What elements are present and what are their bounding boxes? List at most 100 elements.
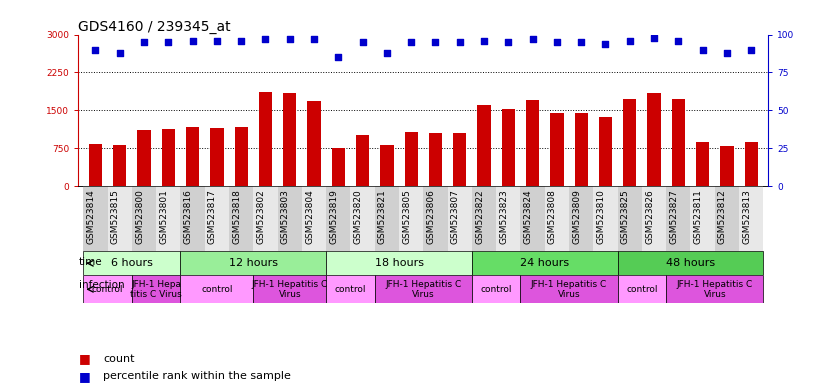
Bar	[301, 186, 326, 252]
Bar	[550, 113, 563, 186]
Point	[429, 39, 442, 45]
Point	[575, 39, 588, 45]
Text: 6 hours: 6 hours	[111, 258, 153, 268]
Bar	[520, 275, 618, 303]
Bar	[575, 113, 588, 186]
Point	[696, 47, 710, 53]
Bar	[696, 142, 710, 186]
Bar	[472, 186, 496, 252]
Bar	[472, 252, 618, 275]
Point	[137, 39, 150, 45]
Bar	[569, 186, 593, 252]
Bar	[326, 252, 472, 275]
Point	[648, 35, 661, 41]
Text: GSM523800: GSM523800	[135, 190, 144, 245]
Text: GSM523804: GSM523804	[305, 190, 314, 244]
Text: ■: ■	[78, 353, 90, 366]
Bar	[496, 186, 520, 252]
Point	[405, 39, 418, 45]
Point	[307, 36, 320, 42]
Bar	[618, 186, 642, 252]
Bar	[162, 129, 175, 186]
Point	[744, 47, 757, 53]
Text: control: control	[202, 285, 233, 294]
Bar	[623, 99, 636, 186]
Text: GSM523820: GSM523820	[354, 190, 363, 244]
Bar	[520, 186, 545, 252]
Bar	[599, 116, 612, 186]
Text: 24 hours: 24 hours	[520, 258, 569, 268]
Bar	[326, 186, 350, 252]
Bar	[375, 275, 472, 303]
Point	[550, 39, 563, 45]
Text: 48 hours: 48 hours	[666, 258, 715, 268]
Bar	[283, 93, 297, 186]
Text: JFH-1 Hepatitis C
Virus: JFH-1 Hepatitis C Virus	[531, 280, 607, 299]
Bar	[405, 132, 418, 186]
Bar	[186, 127, 199, 186]
Bar	[307, 101, 320, 186]
Bar	[739, 186, 763, 252]
Point	[599, 41, 612, 47]
Point	[526, 36, 539, 42]
Point	[211, 38, 224, 44]
Point	[259, 36, 272, 42]
Bar	[545, 186, 569, 252]
Bar	[477, 105, 491, 186]
Text: GSM523814: GSM523814	[87, 190, 96, 244]
Bar	[424, 186, 448, 252]
Bar	[375, 186, 399, 252]
Bar	[399, 186, 424, 252]
Text: GSM523806: GSM523806	[426, 190, 435, 245]
Text: control: control	[92, 285, 123, 294]
Bar	[501, 109, 515, 186]
Bar	[667, 275, 763, 303]
Text: GSM523816: GSM523816	[183, 190, 192, 245]
Text: GSM523823: GSM523823	[500, 190, 508, 244]
Bar	[667, 186, 691, 252]
Bar	[642, 186, 667, 252]
Bar	[448, 186, 472, 252]
Point	[720, 50, 733, 56]
Text: GSM523802: GSM523802	[256, 190, 265, 244]
Text: infection: infection	[79, 280, 125, 290]
Text: count: count	[103, 354, 135, 364]
Bar	[205, 186, 229, 252]
Text: GSM523812: GSM523812	[718, 190, 727, 244]
Bar	[672, 99, 685, 186]
Text: GSM523819: GSM523819	[330, 190, 339, 245]
Point	[283, 36, 297, 42]
Bar	[691, 186, 714, 252]
Bar	[472, 275, 520, 303]
Point	[162, 39, 175, 45]
Text: GSM523811: GSM523811	[694, 190, 703, 245]
Text: JFH-1 Hepa
titis C Virus: JFH-1 Hepa titis C Virus	[131, 280, 182, 299]
Text: GSM523808: GSM523808	[548, 190, 557, 245]
Text: GSM523813: GSM523813	[743, 190, 751, 245]
Bar	[350, 186, 375, 252]
Bar	[254, 275, 326, 303]
Text: GSM523818: GSM523818	[232, 190, 241, 245]
Text: GSM523824: GSM523824	[524, 190, 533, 244]
Text: 18 hours: 18 hours	[374, 258, 424, 268]
Text: GSM523825: GSM523825	[621, 190, 629, 244]
Bar	[180, 275, 254, 303]
Text: GSM523822: GSM523822	[475, 190, 484, 244]
Bar	[278, 186, 301, 252]
Bar	[180, 186, 205, 252]
Text: GSM523805: GSM523805	[402, 190, 411, 245]
Bar	[83, 275, 132, 303]
Bar	[132, 186, 156, 252]
Text: GSM523809: GSM523809	[572, 190, 582, 245]
Text: ■: ■	[78, 370, 90, 383]
Text: GSM523810: GSM523810	[596, 190, 605, 245]
Text: JFH-1 Hepatitis C
Virus: JFH-1 Hepatitis C Virus	[676, 280, 752, 299]
Bar	[229, 186, 254, 252]
Text: GSM523803: GSM523803	[281, 190, 290, 245]
Bar	[132, 275, 180, 303]
Text: GSM523807: GSM523807	[451, 190, 460, 245]
Text: control: control	[626, 285, 657, 294]
Point	[672, 38, 685, 44]
Point	[186, 38, 199, 44]
Bar	[593, 186, 618, 252]
